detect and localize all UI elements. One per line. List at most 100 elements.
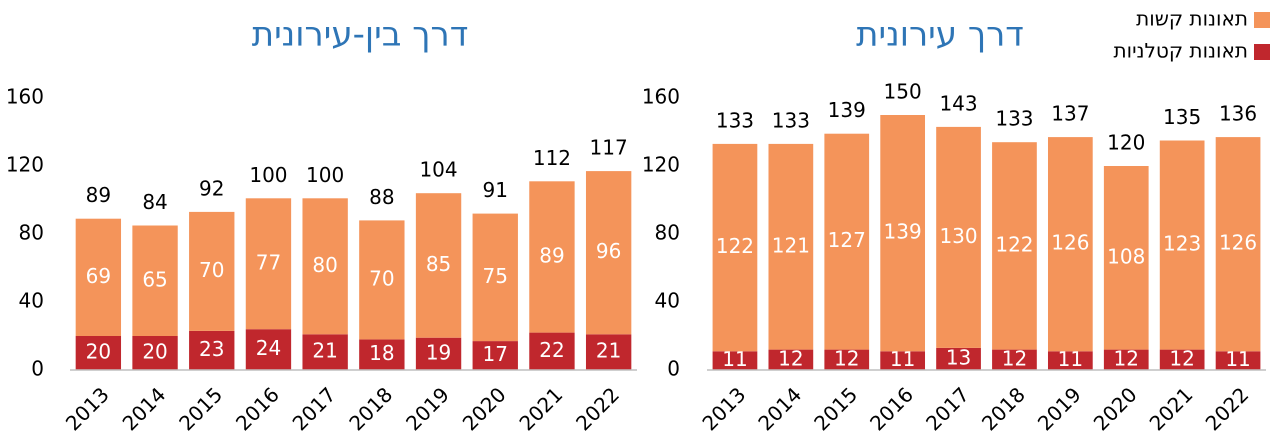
x-tick-label: 2014 — [118, 382, 171, 435]
value-label: 122 — [995, 232, 1033, 256]
value-label: 21 — [596, 339, 621, 363]
bar-segment — [359, 220, 405, 340]
x-tick-label: 2017 — [921, 382, 974, 435]
bar-segment — [712, 351, 758, 370]
bar-segment — [585, 171, 632, 335]
y-tick-label: 0 — [31, 357, 44, 381]
bar-segment — [936, 126, 981, 348]
bar-segment — [415, 337, 462, 370]
value-label: 96 — [596, 239, 621, 263]
value-label: 24 — [256, 336, 281, 360]
legend-label: תאונות קטלניות — [1113, 39, 1248, 63]
value-label: 17 — [483, 342, 508, 366]
x-tick-label: 2022 — [571, 382, 624, 435]
bar-segment — [302, 198, 348, 335]
total-label: 120 — [1107, 131, 1145, 155]
total-label: 137 — [1051, 102, 1089, 126]
value-label: 127 — [828, 228, 866, 252]
bar-segment — [880, 351, 926, 370]
y-tick-label: 120 — [642, 153, 680, 177]
bar-segment — [824, 349, 870, 370]
total-label: 136 — [1219, 102, 1257, 126]
bar-segment — [992, 349, 1037, 370]
bar-segment — [132, 225, 178, 336]
value-label: 70 — [369, 266, 394, 290]
bar-segment — [189, 211, 235, 331]
y-tick-label: 120 — [6, 153, 44, 177]
y-tick-label: 160 — [6, 85, 44, 109]
legend-label: תאונות קשות — [1136, 7, 1248, 31]
x-tick-label: 2015 — [809, 382, 862, 435]
value-label: 126 — [1051, 231, 1089, 255]
bar-segment — [529, 332, 575, 370]
value-label: 13 — [946, 345, 971, 369]
value-label: 108 — [1107, 244, 1145, 268]
total-label: 89 — [86, 183, 111, 207]
bar-segment — [1047, 351, 1093, 370]
bar-segment — [132, 336, 178, 370]
total-label: 133 — [772, 108, 810, 132]
bar-segment — [529, 181, 575, 333]
total-label: 92 — [199, 176, 224, 200]
y-tick-label: 80 — [655, 221, 680, 245]
total-label: 112 — [533, 146, 571, 170]
x-tick-label: 2014 — [753, 382, 806, 435]
total-label: 100 — [306, 163, 344, 187]
value-label: 70 — [199, 258, 224, 282]
value-label: 126 — [1219, 231, 1257, 255]
value-label: 12 — [778, 346, 803, 370]
total-label: 133 — [995, 107, 1033, 131]
value-label: 12 — [834, 346, 859, 370]
x-tick-label: 2019 — [401, 382, 454, 435]
bar-segment — [245, 329, 292, 370]
value-label: 12 — [1169, 346, 1194, 370]
value-label: 19 — [426, 340, 451, 364]
chart-title: דרך עירונית — [856, 15, 1024, 55]
value-label: 85 — [426, 252, 451, 276]
bar-segment — [75, 218, 122, 336]
y-tick-label: 0 — [667, 357, 680, 381]
value-label: 12 — [1002, 346, 1027, 370]
value-label: 89 — [539, 243, 564, 267]
bar-segment — [189, 330, 235, 370]
x-tick-label: 2019 — [1033, 382, 1086, 435]
total-label: 100 — [249, 163, 287, 187]
y-tick-label: 160 — [642, 85, 680, 109]
value-label: 22 — [539, 338, 564, 362]
bar-segment — [245, 198, 292, 330]
value-label: 21 — [312, 339, 337, 363]
legend-swatch — [1254, 12, 1270, 28]
bar-segment — [585, 334, 632, 370]
value-label: 80 — [312, 253, 337, 277]
bar-segment — [880, 115, 926, 352]
x-tick-label: 2015 — [174, 382, 227, 435]
chart-title: דרך בין-עירונית — [252, 15, 469, 55]
value-label: 69 — [86, 264, 111, 288]
x-tick-label: 2017 — [288, 382, 341, 435]
bar-segment — [768, 349, 814, 370]
value-label: 18 — [369, 341, 394, 365]
total-label: 117 — [590, 136, 628, 160]
y-tick-label: 40 — [19, 289, 44, 313]
x-tick-label: 2020 — [458, 382, 511, 435]
value-label: 65 — [142, 267, 167, 291]
y-tick-label: 80 — [19, 221, 44, 245]
value-label: 139 — [884, 220, 922, 244]
y-tick-label: 40 — [655, 289, 680, 313]
bar-segment — [1159, 349, 1205, 370]
bar-segment — [992, 142, 1037, 350]
bar-segment — [1215, 137, 1261, 352]
total-label: 135 — [1163, 105, 1201, 129]
total-label: 143 — [939, 91, 977, 115]
x-tick-label: 2022 — [1201, 382, 1254, 435]
bar-segment — [302, 334, 348, 370]
value-label: 20 — [86, 340, 111, 364]
total-label: 88 — [369, 185, 394, 209]
value-label: 121 — [772, 233, 810, 257]
total-label: 139 — [828, 98, 866, 122]
bar-segment — [712, 143, 758, 352]
value-label: 130 — [939, 224, 977, 248]
x-tick-label: 2021 — [1145, 382, 1198, 435]
bar-segment — [1047, 137, 1093, 352]
